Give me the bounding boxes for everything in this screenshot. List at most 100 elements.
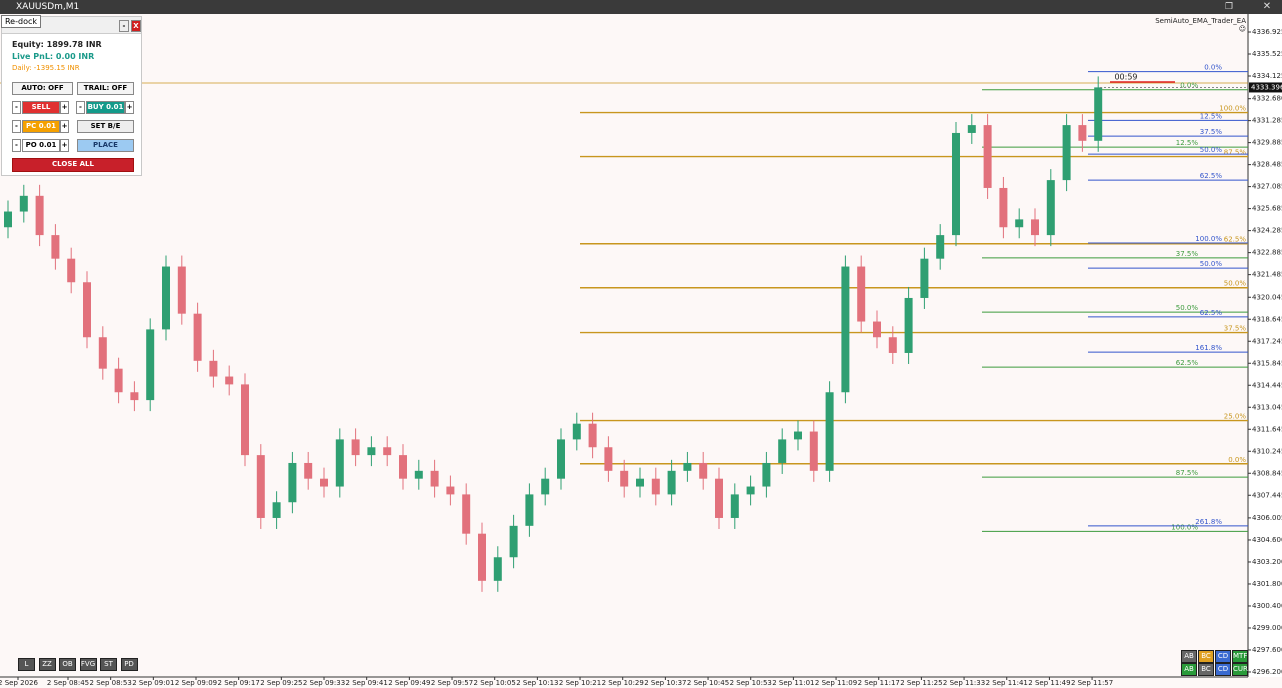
minus[interactable]: - <box>12 120 21 133</box>
candle-body <box>967 125 976 133</box>
y-tick-label: 4301.800 <box>1252 580 1282 588</box>
tool-button[interactable]: AB <box>1181 663 1197 676</box>
x-tick-label: 2 Sep 11:01 <box>772 679 814 687</box>
candle-body <box>193 313 202 361</box>
candle-body <box>873 321 881 338</box>
trail-button[interactable]: TRAIL: OFF <box>77 82 134 95</box>
candle-body <box>430 470 439 487</box>
candle-body <box>256 455 265 518</box>
tool-button[interactable]: BC <box>1198 650 1214 663</box>
restore[interactable]: ❐ <box>1224 2 1234 12</box>
fib-label: 50.0% <box>1224 280 1247 288</box>
candle-body <box>999 187 1008 228</box>
candle-body <box>320 478 328 487</box>
plus[interactable]: + <box>125 101 134 114</box>
candle-body <box>304 462 313 479</box>
minimize[interactable]: - <box>119 20 129 32</box>
fib-label: 50.0% <box>1200 260 1223 268</box>
tool-button[interactable]: ZZ <box>38 658 56 671</box>
countdown: 00:59 <box>1114 73 1137 82</box>
auto-button[interactable]: AUTO: OFF <box>12 82 73 95</box>
fib-label: 100.0% <box>1219 105 1246 113</box>
tool-button[interactable]: L <box>18 658 35 671</box>
candle-body <box>67 258 76 283</box>
y-tick-label: 4335.525 <box>1252 50 1282 58</box>
y-tick-label: 4318.645 <box>1252 315 1282 323</box>
y-tick-label: 4296.200 <box>1252 668 1282 676</box>
plus[interactable]: + <box>60 139 69 152</box>
fib-label: 62.5% <box>1176 359 1199 367</box>
x-tick-label: 2 Sep 09:57 <box>431 679 473 687</box>
candle-body <box>920 258 929 298</box>
close-panel[interactable]: X <box>131 20 141 32</box>
set-be-button[interactable]: SET B/E <box>77 120 134 133</box>
y-tick-label: 4325.685 <box>1252 205 1282 213</box>
tool-button[interactable]: CURR <box>1232 663 1253 676</box>
x-tick-label: 2 Sep 11:17 <box>858 679 900 687</box>
candle-body <box>620 470 629 487</box>
candle-body <box>525 494 534 526</box>
y-tick-label: 4313.045 <box>1252 403 1282 411</box>
candle-body <box>162 266 170 330</box>
sell-button[interactable]: SELL 0.01 <box>22 101 60 122</box>
candle-body <box>1015 219 1024 228</box>
candle-body <box>809 431 818 471</box>
candle-body <box>541 478 550 495</box>
tool-button[interactable]: MTF <box>1232 650 1248 663</box>
candle-body <box>19 195 28 212</box>
tool-button[interactable]: AB <box>1181 650 1197 663</box>
fib-label: 37.5% <box>1200 128 1223 136</box>
buy-button[interactable]: BUY 0.01 <box>86 101 125 114</box>
candle-body <box>1062 125 1071 181</box>
candle-body <box>351 439 360 456</box>
tool-button[interactable]: CD <box>1215 650 1231 663</box>
x-tick-label: 2 Sep 10:29 <box>602 679 644 687</box>
x-tick-label: 2 Sep 09:41 <box>346 679 388 687</box>
close-all-button[interactable]: CLOSE ALL <box>12 158 134 172</box>
x-tick-label: 2 Sep 11:09 <box>815 679 857 687</box>
x-tick-label: 2 Sep 11:33 <box>943 679 985 687</box>
tool-button[interactable]: BC <box>1198 663 1214 676</box>
x-tick-label: 2 Sep 08:53 <box>90 679 132 687</box>
y-tick-label: 4307.445 <box>1252 491 1282 499</box>
tool-button[interactable]: CD <box>1215 663 1231 676</box>
y-tick-label: 4329.885 <box>1252 139 1282 147</box>
close[interactable]: ✕ <box>1262 1 1272 12</box>
y-tick-label: 4322.885 <box>1252 249 1282 257</box>
tool-button[interactable]: FVG <box>79 658 97 671</box>
candle-body <box>146 329 155 401</box>
candle-body <box>177 266 186 314</box>
fib-label: 62.5% <box>1200 309 1223 317</box>
tool-button[interactable]: OB <box>59 658 76 671</box>
minus[interactable]: - <box>12 139 21 152</box>
x-tick-label: 2 Sep 09:01 <box>132 679 174 687</box>
minus[interactable]: - <box>12 101 21 114</box>
x-tick-label: 2 Sep 09:09 <box>175 679 217 687</box>
candle-body <box>462 494 471 534</box>
candle-body <box>651 478 660 495</box>
y-tick-label: 4306.005 <box>1252 514 1282 522</box>
y-tick-label: 4314.445 <box>1252 381 1282 389</box>
candle-body <box>794 431 802 440</box>
fib-label: 100.0% <box>1195 235 1222 243</box>
y-tick-label: 4297.600 <box>1252 646 1282 654</box>
pc-button[interactable]: PC 0.01 <box>22 120 60 133</box>
plus[interactable]: + <box>60 120 69 133</box>
candle-body <box>841 266 850 393</box>
y-tick-label: 4324.285 <box>1252 227 1282 235</box>
tool-button[interactable]: PD <box>120 658 138 671</box>
candle-body <box>983 125 992 188</box>
po-button[interactable]: PO 0.01 <box>22 139 60 152</box>
tool-button[interactable]: ST <box>100 658 117 671</box>
axis-bg <box>1249 14 1282 677</box>
daily: Daily: -1395.15 INR <box>12 64 80 72</box>
minus[interactable]: - <box>76 101 85 114</box>
x-tick-label: 2 Sep 09:33 <box>303 679 345 687</box>
candle-body <box>762 462 771 487</box>
candle-body <box>241 384 249 456</box>
plus[interactable]: + <box>60 101 69 114</box>
x-tick-label: 2 Sep 10:37 <box>644 679 686 687</box>
candle-body <box>98 337 107 369</box>
place-button[interactable]: PLACE <box>77 139 134 152</box>
